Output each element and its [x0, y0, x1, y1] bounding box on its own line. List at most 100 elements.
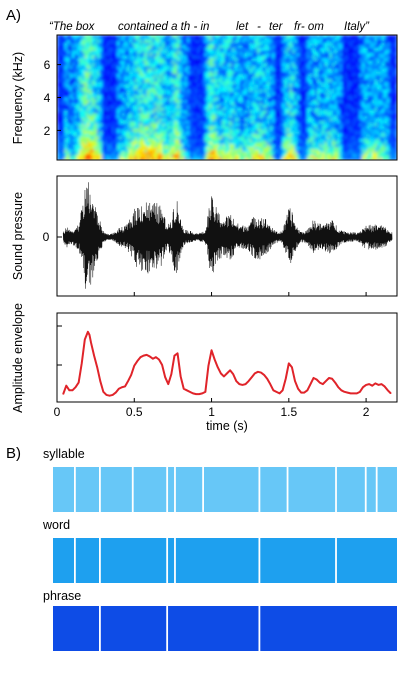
- envelope-point: [192, 392, 194, 394]
- envelope-point: [93, 355, 95, 357]
- envelope-point: [130, 374, 132, 376]
- envelope-point: [118, 388, 120, 390]
- envelope-point: [254, 372, 256, 374]
- envelope-point: [384, 385, 386, 388]
- envelope-point: [340, 389, 342, 391]
- envelope-point: [368, 383, 370, 385]
- time-tick-label: 1.5: [280, 405, 297, 419]
- envelope-point: [278, 392, 281, 394]
- panel-a-label: A): [6, 7, 21, 24]
- envelope-point: [186, 389, 188, 391]
- time-tick-label: 0.5: [126, 405, 143, 419]
- envelope-point: [346, 392, 349, 394]
- sound-pressure-axis-label: Sound pressure: [11, 192, 25, 280]
- envelope-point: [257, 371, 259, 373]
- envelope-point: [78, 382, 80, 384]
- envelope-point: [105, 394, 108, 396]
- envelope-point: [282, 389, 284, 391]
- zero-tick-label: 0: [43, 230, 50, 244]
- envelope-point: [139, 356, 142, 358]
- segment-bar-phrase: [53, 606, 397, 651]
- envelope-point: [251, 376, 253, 378]
- envelope-point: [337, 386, 339, 388]
- envelope-point: [167, 383, 169, 385]
- envelope-point: [115, 392, 117, 394]
- envelope-point: [223, 375, 225, 378]
- envelope-point: [377, 384, 380, 386]
- envelope-point: [312, 377, 315, 379]
- envelope-point: [84, 338, 86, 341]
- envelope-point: [112, 394, 114, 396]
- envelope-point: [210, 349, 213, 351]
- segment-row-word: word: [42, 518, 397, 583]
- segmentation-panel: syllable word phrase: [42, 447, 397, 651]
- envelope-point: [374, 382, 376, 384]
- envelope-point: [99, 380, 101, 382]
- envelope-point: [88, 334, 91, 336]
- envelope-point: [189, 391, 191, 393]
- amplitude-envelope-line: [62, 330, 392, 397]
- frequency-tick-label-4: 4: [44, 91, 51, 105]
- segment-bar-word: [53, 538, 397, 583]
- envelope-point: [244, 383, 247, 385]
- envelope-point: [87, 331, 89, 333]
- envelope-point: [214, 358, 216, 361]
- sound-pressure-trace: [62, 182, 393, 289]
- envelope-point: [371, 385, 373, 387]
- envelope-point: [350, 392, 352, 394]
- envelope-point: [68, 389, 70, 391]
- envelope-point: [217, 366, 219, 368]
- envelope-point: [108, 395, 111, 397]
- envelope-point: [365, 384, 367, 386]
- envelope-point: [65, 385, 67, 387]
- panel-b-label: B): [6, 445, 21, 462]
- word-dash: -: [257, 21, 261, 33]
- envelope-point: [170, 373, 172, 375]
- envelope-point: [380, 383, 383, 385]
- envelope-point: [362, 386, 364, 388]
- envelope-point: [62, 393, 64, 395]
- envelope-point: [90, 341, 92, 344]
- envelope-point: [263, 374, 265, 376]
- envelope-point: [325, 380, 327, 382]
- envelope-point: [291, 366, 293, 368]
- envelope-point: [288, 362, 290, 364]
- envelope-point: [226, 372, 228, 374]
- envelope-point: [319, 382, 321, 384]
- envelope-point: [241, 384, 244, 386]
- envelope-point: [158, 358, 160, 361]
- envelope-point: [180, 375, 182, 378]
- envelope-point: [387, 389, 389, 391]
- spectrogram-panel: 2 4 6 Frequency (kHz): [11, 34, 398, 161]
- envelope-point: [322, 383, 324, 385]
- envelope-point: [266, 378, 268, 380]
- envelope-point: [316, 378, 318, 381]
- envelope-point: [152, 358, 154, 360]
- envelope-point: [81, 362, 83, 364]
- envelope-point: [142, 355, 145, 357]
- envelope-point: [359, 391, 361, 393]
- envelope-point: [343, 391, 346, 393]
- envelope-point: [173, 355, 176, 357]
- envelope-point: [155, 356, 157, 358]
- envelope-point: [183, 388, 185, 390]
- segment-bar-syllable: [53, 467, 397, 512]
- envelope-point: [275, 391, 278, 393]
- frequency-tick-label-6: 6: [44, 58, 51, 72]
- segment-label-word: word: [42, 518, 70, 532]
- time-tick-label: 1: [208, 405, 215, 419]
- word-italy: Italy”: [344, 21, 370, 33]
- spectrogram-image: [57, 35, 397, 160]
- time-axis-label: time (s): [206, 419, 248, 433]
- envelope-point: [164, 376, 166, 378]
- envelope-point: [71, 389, 74, 391]
- envelope-point: [235, 380, 237, 382]
- envelope-point: [133, 365, 135, 367]
- segment-row-syllable: syllable: [43, 447, 397, 512]
- envelope-frame: [56, 312, 398, 403]
- envelope-point: [309, 383, 312, 385]
- envelope-point: [127, 380, 129, 382]
- envelope-point: [198, 393, 200, 395]
- envelope-point: [229, 369, 231, 371]
